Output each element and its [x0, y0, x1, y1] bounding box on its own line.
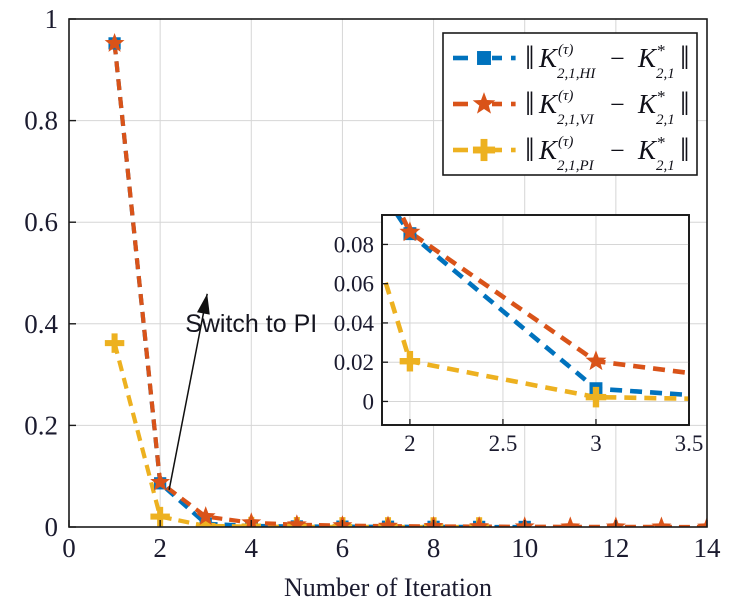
tick-label-x-1: 2	[153, 533, 167, 563]
inset-ticks: 0 0.02 0.04 0.06 0.08 2 2.5 3 3.5	[334, 232, 704, 456]
legend-norm-open-0: ‖	[525, 40, 535, 77]
legend-star-marker-1	[472, 92, 496, 114]
inset-frame	[381, 214, 690, 426]
inset-tick-label-y-2: 0.04	[334, 311, 375, 336]
tick-label-y-0: 0	[45, 512, 59, 542]
inset-series-markers-vi	[399, 221, 607, 371]
data-point-vi-7	[378, 515, 398, 527]
inset-tick-label-y-1: 0.02	[334, 350, 374, 375]
legend-K-subscript-0: 2,1,HI	[557, 66, 596, 82]
legend-line-dot-0	[511, 55, 516, 61]
inset-series-markers-pi	[399, 350, 607, 408]
legend-Kstar-subscript-2: 2,1	[656, 158, 675, 174]
data-point-pi-1	[111, 333, 118, 353]
legend-Kstar-subscript-1: 2,1	[656, 112, 675, 128]
inset-tick-label-y-0: 0	[363, 389, 375, 414]
data-point-vi-4	[241, 512, 262, 527]
data-point-vi-14	[697, 516, 707, 527]
inset-plot: 0 0.02 0.04 0.06 0.08 2 2.5 3 3.5	[334, 214, 704, 456]
legend-norm-open-2: ‖	[525, 132, 535, 169]
data-point-vi-5	[286, 514, 307, 527]
inset-data-point-vi-3	[585, 350, 607, 371]
inset-data-point-vi-2	[399, 221, 421, 242]
legend-entry-1[interactable]: ‖ K (τ)2,1,VI− K *2,1 ‖	[453, 86, 690, 128]
legend-Kstar-1: K	[637, 89, 658, 119]
inset-tick-label-x-0: 2	[404, 431, 416, 456]
inset-series-line-pi	[383, 282, 689, 401]
tick-label-x-3: 6	[336, 533, 350, 563]
legend-Kstar-2: K	[637, 135, 658, 165]
legend-K-1: K	[538, 89, 559, 119]
legend-Kstar-superscript-0: *	[657, 41, 666, 60]
legend-K-superscript-1: (τ)	[558, 88, 573, 104]
legend-minus-2: −	[610, 136, 625, 165]
tick-label-x-5: 10	[511, 533, 538, 563]
legend-Kstar-subscript-0: 2,1	[656, 66, 675, 82]
data-point-vi-1	[104, 32, 125, 52]
tick-label-y-4: 0.8	[24, 106, 58, 136]
legend-Kstar-superscript-2: *	[657, 133, 666, 152]
legend-K-subscript-2: 2,1,PI	[557, 158, 595, 174]
legend-K-2: K	[538, 135, 559, 165]
legend-label-2: ‖ K (τ)2,1,PI− K *2,1 ‖	[525, 132, 690, 174]
inset-tick-label-y-4: 0.08	[334, 232, 374, 257]
legend-Kstar-0: K	[637, 43, 658, 73]
inset-tick-label-x-2: 3	[590, 431, 602, 456]
inset-tick-label-x-1: 2.5	[489, 431, 518, 456]
legend-K-0: K	[538, 43, 559, 73]
data-point-vi-2	[150, 471, 171, 491]
tick-label-x-6: 12	[602, 533, 629, 563]
legend-K-superscript-2: (τ)	[558, 134, 573, 150]
legend-Kstar-superscript-1: *	[657, 87, 666, 106]
legend-K-superscript-0: (τ)	[558, 42, 573, 58]
legend-minus-1: −	[610, 90, 625, 119]
main-axes-frame	[68, 18, 708, 528]
data-point-vi-13	[651, 516, 672, 527]
tick-label-y-1: 0.2	[24, 410, 58, 440]
legend-line-dot-1	[511, 101, 516, 107]
inset-tick-label-x-3: 3.5	[675, 431, 704, 456]
legend-label-0: ‖ K (τ)2,1,HI− K *2,1 ‖	[525, 40, 690, 82]
tick-label-x-4: 8	[427, 533, 441, 563]
inset-gridlines	[382, 215, 689, 425]
legend-norm-close-0: ‖	[680, 40, 690, 77]
annotation-label: Switch to PI	[185, 310, 317, 338]
legend-norm-close-1: ‖	[680, 86, 690, 123]
main-ticks: 00.20.40.60.810 2 4 6 8 10 12 14	[24, 4, 721, 563]
legend-norm-close-2: ‖	[680, 132, 690, 169]
data-point-pi-3	[202, 516, 209, 527]
inset-data-point-pi-2	[406, 350, 414, 372]
data-point-pi-2	[157, 506, 164, 527]
legend-norm-open-1: ‖	[525, 86, 535, 123]
tick-label-y-5: 1	[45, 4, 59, 34]
legend-K-subscript-1: 2,1,VI	[557, 112, 595, 128]
legend-square-marker-0	[477, 51, 491, 65]
data-point-vi-11	[560, 516, 581, 527]
x-axis-title: Number of Iteration	[284, 573, 492, 602]
inset-series-line-vi	[399, 215, 689, 376]
tick-label-x-7: 14	[694, 533, 722, 563]
tick-label-x-2: 4	[245, 533, 259, 563]
data-point-vi-3	[195, 506, 216, 526]
legend: ‖ K (τ)2,1,HI− K *2,1 ‖‖ K (τ)2,1,VI− K *2,1 ‖‖ K (τ…	[442, 32, 698, 176]
inset-tick-label-y-3: 0.06	[334, 272, 374, 297]
data-point-vi-9	[469, 516, 490, 527]
legend-entry-2[interactable]: ‖ K (τ)2,1,PI− K *2,1 ‖	[453, 132, 690, 174]
annotation-switch-to-pi: Switch to PI	[168, 293, 317, 490]
legend-entry-0[interactable]: ‖ K (τ)2,1,HI− K *2,1 ‖	[453, 40, 690, 82]
legend-label-1: ‖ K (τ)2,1,VI− K *2,1 ‖	[525, 86, 690, 128]
legend-minus-0: −	[610, 44, 625, 73]
annotation-arrow-line	[168, 293, 208, 490]
legend-line-dot-2	[511, 147, 516, 153]
tick-label-x-0: 0	[62, 533, 76, 563]
tick-label-y-3: 0.6	[24, 207, 58, 237]
annotation-arrow-head	[197, 293, 210, 315]
inset-data-point-pi-3	[592, 386, 600, 408]
legend-plus-marker-2	[480, 138, 488, 162]
tick-label-y-2: 0.4	[24, 309, 58, 339]
